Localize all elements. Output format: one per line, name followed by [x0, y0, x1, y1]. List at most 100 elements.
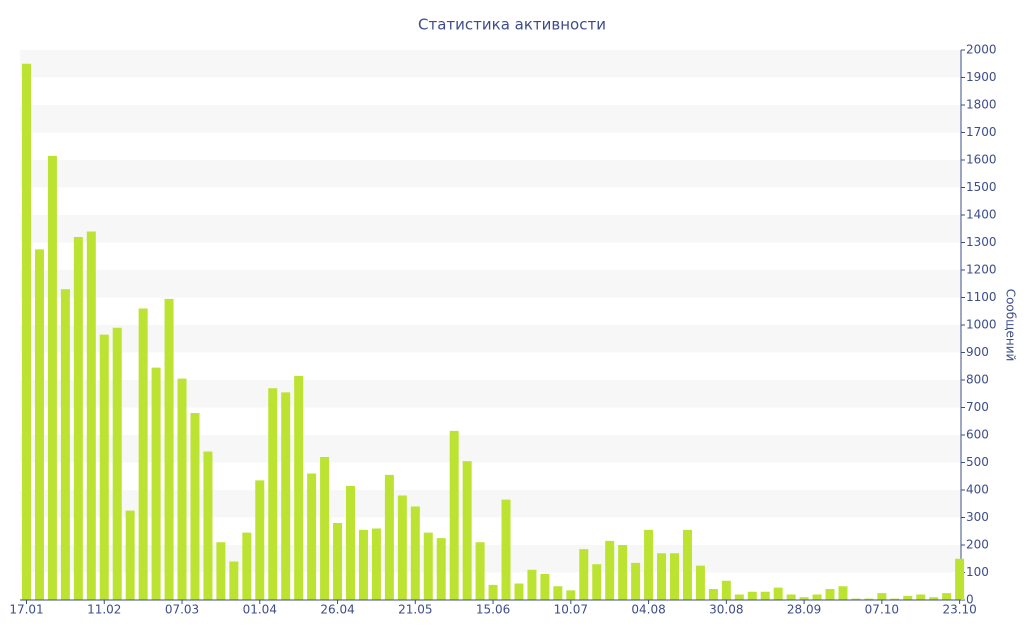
bar: [553, 586, 563, 600]
bar: [99, 334, 109, 600]
x-tick-label: 01.04: [243, 603, 277, 617]
y-axis-title: Сообщений: [1004, 289, 1018, 362]
bar: [877, 593, 887, 600]
bar: [631, 562, 641, 600]
y-tick-label: 200: [966, 538, 989, 552]
grid-band: [20, 105, 961, 133]
grid-band: [20, 325, 961, 353]
x-tick-label: 15.06: [476, 603, 510, 617]
bar: [125, 510, 135, 600]
bar: [307, 473, 317, 600]
bar: [449, 430, 459, 600]
bar: [747, 591, 757, 600]
grid-band: [20, 490, 961, 518]
bar: [682, 529, 692, 600]
bar: [773, 587, 783, 600]
bar: [799, 597, 809, 600]
bar: [462, 461, 472, 600]
y-tick-label: 800: [966, 373, 989, 387]
y-tick-label: 700: [966, 400, 989, 414]
bar: [47, 155, 57, 600]
bar: [346, 485, 355, 600]
bar: [760, 591, 770, 600]
y-tick-label: 100: [966, 565, 989, 579]
y-tick-label: 1100: [966, 290, 997, 304]
bar: [281, 392, 291, 600]
bar: [708, 589, 718, 600]
y-tick-label: 1600: [966, 153, 997, 167]
bar: [423, 532, 433, 600]
bar: [592, 564, 602, 600]
bar: [475, 542, 485, 600]
y-tick-label: 0: [966, 593, 974, 607]
bar: [216, 542, 226, 600]
bar: [838, 586, 848, 600]
x-tick-label: 10.07: [554, 603, 588, 617]
bar: [34, 249, 44, 600]
bar: [397, 495, 407, 600]
chart-title: Статистика активности: [418, 16, 606, 34]
bar: [670, 553, 679, 600]
bar: [514, 583, 524, 600]
bar: [22, 63, 31, 600]
x-tick-label: 21.05: [398, 603, 432, 617]
x-tick-label: 28.09: [787, 603, 821, 617]
bar: [929, 597, 939, 600]
bar: [268, 388, 278, 600]
y-tick-label: 1700: [966, 125, 997, 139]
bar: [812, 594, 822, 600]
y-tick-label: 1000: [966, 318, 997, 332]
bar: [320, 457, 330, 600]
y-tick-label: 300: [966, 510, 989, 524]
bar: [566, 590, 576, 600]
bar: [177, 378, 187, 600]
y-tick-label: 1300: [966, 235, 997, 249]
bar: [73, 237, 83, 600]
bar: [384, 474, 394, 600]
bar: [138, 308, 148, 600]
bar: [371, 528, 381, 600]
bar: [605, 540, 615, 600]
bar: [203, 451, 213, 600]
y-tick-label: 500: [966, 455, 989, 469]
bar: [851, 598, 861, 600]
x-tick-label: 07.10: [865, 603, 899, 617]
bar: [734, 594, 744, 600]
bar: [527, 569, 537, 600]
y-tick-label: 1900: [966, 70, 997, 84]
bar: [786, 594, 796, 600]
y-tick-label: 2000: [966, 43, 997, 57]
bar: [410, 506, 420, 600]
bar: [229, 561, 239, 600]
bar: [294, 375, 304, 600]
y-tick-label: 1400: [966, 208, 997, 222]
bar: [540, 573, 550, 600]
bar: [890, 598, 900, 600]
grid-band: [20, 215, 961, 243]
bar: [436, 538, 446, 600]
y-tick-label: 900: [966, 345, 989, 359]
bar: [942, 593, 952, 600]
bar: [644, 529, 654, 600]
x-tick-label: 30.08: [709, 603, 743, 617]
bar: [190, 413, 200, 600]
y-tick-label: 1200: [966, 263, 997, 277]
bar: [618, 545, 628, 600]
y-tick-label: 1500: [966, 180, 997, 194]
bar: [333, 523, 343, 600]
x-tick-label: 17.01: [9, 603, 43, 617]
y-tick-label: 600: [966, 428, 989, 442]
y-tick-label: 1800: [966, 98, 997, 112]
bar: [903, 595, 913, 600]
bar: [657, 553, 667, 600]
grid-band: [20, 270, 961, 298]
bar: [579, 549, 589, 600]
bar: [255, 480, 265, 600]
x-tick-label: 11.02: [87, 603, 121, 617]
x-tick-label: 23.10: [942, 603, 976, 617]
grid-band: [20, 160, 961, 188]
bar: [86, 231, 96, 600]
x-tick-label: 26.04: [320, 603, 354, 617]
bar: [916, 594, 926, 600]
